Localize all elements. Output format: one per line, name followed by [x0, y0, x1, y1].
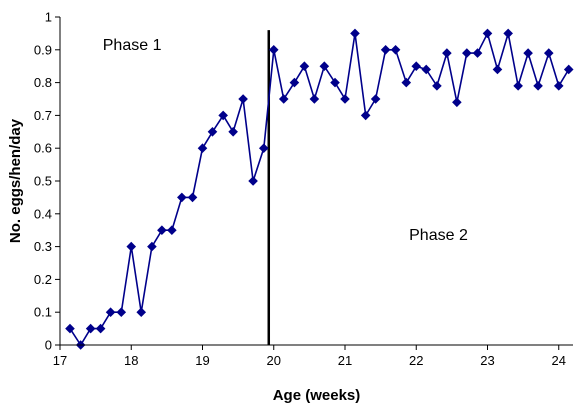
data-point [442, 48, 452, 58]
data-point [136, 307, 147, 317]
data-point [65, 323, 75, 334]
data-point [380, 45, 391, 55]
data-point [513, 81, 523, 91]
data-point [360, 110, 371, 121]
y-tick-label: 0.1 [34, 305, 52, 320]
y-tick-label: 0.4 [34, 206, 52, 221]
data-point [370, 94, 381, 104]
y-tick-label: 0.2 [34, 272, 52, 287]
y-tick-label: 0.7 [34, 108, 52, 123]
x-tick-label: 20 [267, 353, 281, 368]
data-point [238, 94, 248, 104]
x-tick-label: 23 [480, 353, 494, 368]
data-point [85, 323, 96, 334]
data-point [462, 48, 472, 58]
data-point [553, 81, 564, 91]
data-point [258, 143, 269, 153]
data-point [147, 241, 157, 252]
x-axis: 17 18 19 20 21 22 23 24 [53, 344, 573, 368]
data-point [452, 97, 462, 108]
x-tick-label: 24 [552, 353, 566, 368]
data-point [472, 48, 483, 58]
series-line [69, 31, 570, 347]
data-point [299, 61, 310, 71]
data-point [350, 28, 360, 39]
plot-area [65, 28, 574, 350]
data-point [248, 176, 258, 186]
data-point [401, 77, 412, 88]
y-tick-label: 1 [45, 10, 52, 25]
x-tick-label: 21 [338, 353, 352, 368]
data-point [330, 77, 340, 88]
data-point [187, 192, 198, 203]
data-point [177, 192, 187, 203]
y-tick-label: 0.9 [34, 42, 52, 57]
y-tick-label: 0.8 [34, 75, 52, 90]
data-point [289, 77, 300, 88]
data-point [390, 45, 401, 55]
y-tick-label: 0.3 [34, 239, 52, 254]
data-point [319, 61, 330, 71]
data-point [503, 28, 513, 39]
data-point [309, 94, 320, 104]
data-point [411, 61, 422, 71]
y-tick-label: 0 [45, 338, 52, 353]
data-point [421, 64, 432, 75]
x-tick-label: 22 [409, 353, 423, 368]
data-point [563, 64, 574, 75]
data-point [218, 110, 228, 121]
data-point [482, 28, 493, 39]
data-point [116, 307, 127, 317]
data-point [278, 94, 289, 104]
data-point [197, 143, 208, 153]
data-point [228, 127, 238, 137]
data-point [95, 323, 106, 334]
data-point [126, 241, 137, 252]
data-point [432, 81, 442, 91]
phase-label: Phase 2 [409, 227, 468, 244]
x-tick-label: 17 [53, 353, 67, 368]
y-tick-label: 0.5 [34, 174, 52, 189]
data-point [105, 307, 116, 317]
data-point [167, 225, 177, 235]
data-point [543, 48, 554, 58]
x-tick-label: 19 [195, 353, 209, 368]
data-point [207, 127, 218, 137]
annotations: Phase 1 Phase 2 [103, 37, 468, 244]
y-axis: 0 0.1 0.2 0.3 0.4 0.5 0.6 0.7 0.8 0.9 1 [34, 10, 61, 353]
data-point [268, 45, 279, 55]
data-point [492, 64, 503, 75]
data-point [533, 81, 543, 91]
phase-label: Phase 1 [103, 37, 162, 54]
x-tick-label: 18 [124, 353, 138, 368]
data-point [523, 48, 533, 58]
x-axis-title: Age (weeks) [273, 387, 361, 404]
y-tick-label: 0.6 [34, 141, 52, 156]
data-point [340, 94, 350, 104]
y-axis-title: No. eggs/hen/day [7, 118, 24, 243]
data-point [157, 225, 167, 235]
